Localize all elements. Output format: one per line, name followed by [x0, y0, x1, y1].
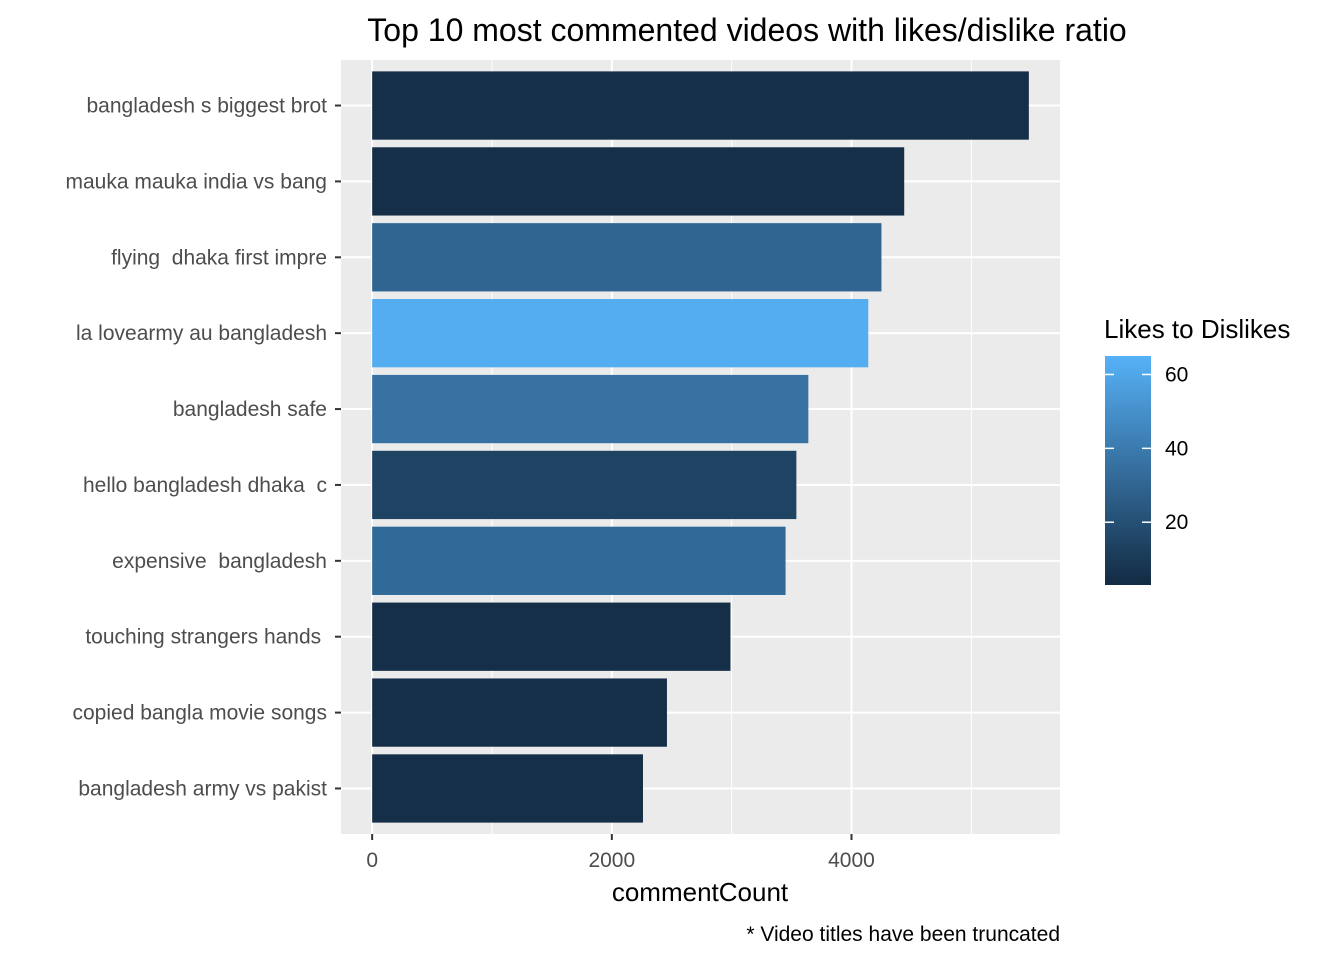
x-axis: 0 2000 4000	[366, 834, 875, 872]
chart-title: Top 10 most commented videos with likes/…	[367, 12, 1126, 48]
legend: Likes to Dislikes 20 40 60	[1104, 314, 1290, 585]
y-tick-label-5: hello bangladesh dhaka c	[83, 474, 327, 497]
bar-9	[372, 754, 643, 823]
x-axis-title: commentCount	[612, 877, 789, 907]
bar-8	[372, 678, 667, 747]
bar-2	[372, 223, 882, 292]
legend-title: Likes to Dislikes	[1104, 314, 1290, 344]
bar-5	[372, 450, 797, 520]
caption: * Video titles have been truncated	[746, 923, 1060, 946]
legend-colorbar	[1105, 356, 1151, 585]
y-tick-label-2: flying dhaka first impre	[111, 246, 327, 269]
bar-0	[372, 71, 1029, 140]
bars	[372, 71, 1029, 823]
y-tick-label-6: expensive bangladesh	[112, 550, 327, 573]
legend-ticks: 20 40 60	[1105, 363, 1188, 534]
y-tick-label-8: copied bangla movie songs	[72, 702, 327, 725]
bar-1	[372, 147, 905, 216]
y-tick-label-4: bangladesh safe	[173, 398, 327, 421]
x-tick-label-0: 0	[366, 849, 378, 872]
bar-4	[372, 374, 809, 444]
x-tick-label-2: 4000	[828, 849, 875, 872]
legend-tick-label-2: 60	[1165, 363, 1188, 386]
y-tick-label-0: bangladesh s biggest brot	[86, 95, 327, 118]
y-tick-label-9: bangladesh army vs pakist	[78, 777, 327, 800]
bar-7	[372, 602, 731, 671]
y-tick-label-3: la lovearmy au bangladesh	[76, 322, 327, 345]
y-tick-label-1: mauka mauka india vs bang	[66, 170, 328, 193]
legend-tick-label-1: 40	[1165, 437, 1188, 460]
y-axis: bangladesh s biggest brot mauka mauka ind…	[66, 95, 341, 800]
bar-6	[372, 526, 786, 595]
bar-3	[372, 299, 869, 368]
legend-tick-label-0: 20	[1165, 511, 1188, 534]
x-tick-label-1: 2000	[588, 849, 635, 872]
y-tick-label-7: touching strangers hands	[85, 626, 327, 649]
